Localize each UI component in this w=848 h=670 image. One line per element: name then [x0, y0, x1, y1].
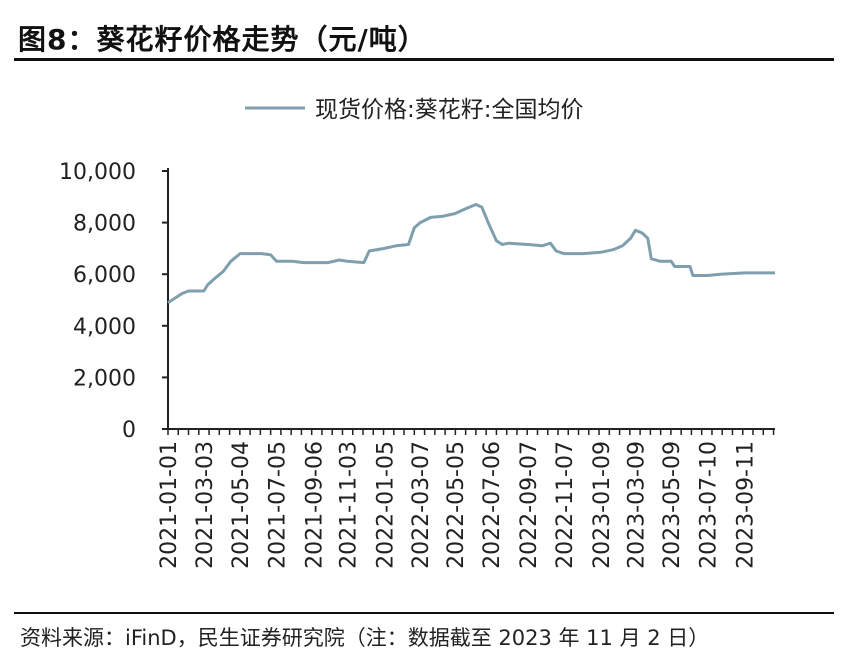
y-tick-label: 6,000: [73, 263, 136, 288]
footer-rule: [14, 612, 834, 614]
x-tick-label: 2022-01-05: [373, 441, 398, 569]
series-line: [167, 203, 775, 304]
y-tick-label: 8,000: [73, 212, 136, 237]
y-tick-label: 4,000: [73, 315, 136, 340]
x-axis-ticks: 2021-01-01 2021-03-03 2021-05-04 2021-07-05…: [157, 429, 775, 569]
x-tick-label: 2022-05-05: [444, 441, 469, 569]
x-tick-label: 2023-03-09: [624, 441, 649, 569]
x-tick-label: 2022-07-06: [480, 441, 505, 569]
y-tick-label: 2,000: [73, 366, 136, 391]
x-tick-label: 2021-01-01: [157, 441, 182, 569]
x-tick-label: 2021-11-03: [336, 441, 361, 569]
x-tick-label: 2021-09-06: [302, 441, 327, 569]
y-tick-label: 10,000: [59, 160, 136, 185]
line-chart: 现货价格:葵花籽:全国均价 10,000 8,000 6,000 4,000 2,000…: [59, 97, 775, 569]
x-tick-label: 2023-09-11: [734, 441, 759, 569]
legend: 现货价格:葵花籽:全国均价: [245, 97, 584, 123]
x-tick-label: 2022-09-07: [517, 441, 542, 569]
x-tick-label: 2023-01-09: [590, 441, 615, 569]
axes: [167, 168, 775, 430]
x-tick-label: 2022-03-07: [409, 441, 434, 569]
x-tick-label: 2023-05-09: [660, 441, 685, 569]
title-rule: [14, 58, 834, 61]
x-tick-label: 2021-07-05: [265, 441, 290, 569]
figure-title: 图8：葵花籽价格走势（元/吨）: [18, 23, 427, 56]
y-tick-label: 0: [122, 418, 136, 443]
source-note: 资料来源：iFinD，民生证券研究院（注：数据截至 2023 年 11 月 2 …: [20, 626, 710, 650]
x-tick-label: 2021-05-04: [229, 441, 254, 569]
x-tick-label: 2023-07-10: [697, 441, 722, 569]
x-tick-label: 2022-11-07: [553, 441, 578, 569]
x-tick-label: 2021-03-03: [193, 441, 218, 569]
y-axis-ticks: 10,000 8,000 6,000 4,000 2,000 0: [59, 160, 168, 443]
legend-label: 现货价格:葵花籽:全国均价: [315, 97, 584, 123]
